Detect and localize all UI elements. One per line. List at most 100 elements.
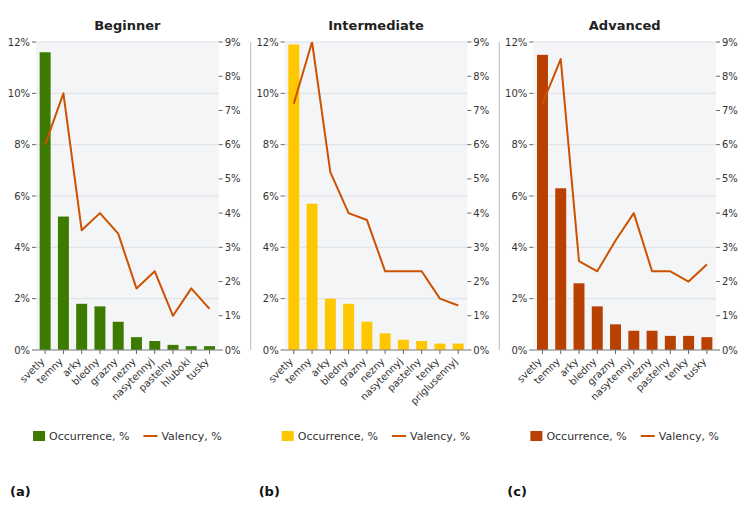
tick-mark — [219, 110, 223, 111]
bar — [58, 217, 69, 350]
tick-label: 6% — [722, 139, 738, 150]
panel-label: (b) — [259, 484, 280, 499]
bar — [592, 306, 603, 350]
tick-label: 10% — [256, 88, 278, 99]
tick-label: 6% — [14, 191, 30, 202]
tick-mark — [32, 350, 36, 351]
tick-mark — [652, 350, 653, 354]
tick-mark — [529, 298, 533, 299]
tick-label: 9% — [225, 37, 241, 48]
legend-label: Occurrence, % — [546, 430, 626, 443]
tick-mark — [403, 350, 404, 354]
grid-line — [533, 93, 716, 94]
tick-mark — [716, 110, 720, 111]
title: Beginner — [94, 18, 161, 33]
separator — [499, 42, 500, 350]
tick-mark — [529, 196, 533, 197]
tick-mark — [281, 144, 285, 145]
chart-root: 0%2%4%6%8%10%12%0%1%2%3%4%5%6%7%8%9%svet… — [0, 0, 746, 509]
bar — [555, 188, 566, 350]
tick-label: 4% — [722, 208, 738, 219]
legend: Occurrence, %Valency, % — [530, 430, 719, 443]
bar — [361, 322, 372, 350]
tick-label: 3% — [722, 242, 738, 253]
legend: Occurrence, %Valency, % — [282, 430, 471, 443]
tick-mark — [385, 350, 386, 354]
bar — [665, 336, 676, 350]
tick-label: 0% — [14, 345, 30, 356]
tick-label: 2% — [511, 293, 527, 304]
tick-mark — [366, 350, 367, 354]
tick-mark — [293, 350, 294, 354]
bar — [94, 306, 105, 350]
plot-background — [36, 42, 219, 350]
bar — [416, 341, 427, 350]
tick-mark — [209, 350, 210, 354]
tick-mark — [439, 350, 440, 354]
tick-label: 4% — [263, 242, 279, 253]
tick-label: 4% — [14, 242, 30, 253]
tick-mark — [219, 42, 223, 43]
legend-swatch — [641, 435, 655, 437]
tick-mark — [467, 110, 471, 111]
tick-mark — [615, 350, 616, 354]
tick-mark — [191, 350, 192, 354]
legend-swatch — [392, 435, 406, 437]
grid-line — [36, 144, 219, 145]
tick-mark — [716, 213, 720, 214]
legend-swatch — [530, 431, 542, 441]
bar — [186, 346, 197, 350]
tick-mark — [281, 42, 285, 43]
bar — [628, 331, 639, 350]
tick-label: 3% — [225, 242, 241, 253]
tick-mark — [281, 93, 285, 94]
tick-mark — [716, 178, 720, 179]
grid-line — [285, 196, 468, 197]
line — [542, 59, 706, 281]
tick-label: 12% — [256, 37, 278, 48]
tick-mark — [81, 350, 82, 354]
panel: 0%2%4%6%8%10%12%0%1%2%3%4%5%6%7%8%9%svet… — [8, 18, 241, 499]
tick-label: 9% — [722, 37, 738, 48]
tick-mark — [529, 144, 533, 145]
panel-label: (a) — [10, 484, 31, 499]
tick-mark — [716, 42, 720, 43]
tick-mark — [467, 350, 471, 351]
tick-mark — [529, 42, 533, 43]
separator — [250, 42, 251, 350]
tick-mark — [281, 298, 285, 299]
bar — [113, 322, 124, 350]
tick-mark — [154, 350, 155, 354]
tick-mark — [688, 350, 689, 354]
tick-mark — [467, 315, 471, 316]
tick-label: 7% — [225, 105, 241, 116]
tick-mark — [670, 350, 671, 354]
tick-label: 6% — [225, 139, 241, 150]
tick-mark — [467, 178, 471, 179]
plot-background — [533, 42, 716, 350]
tick-label: 5% — [722, 173, 738, 184]
tick-label: 8% — [14, 139, 30, 150]
tick-mark — [716, 247, 720, 248]
tick-label: 9% — [473, 37, 489, 48]
tick-label: 10% — [505, 88, 527, 99]
tick-mark — [633, 350, 634, 354]
tick-mark — [529, 93, 533, 94]
tick-mark — [219, 281, 223, 282]
tick-label: 8% — [225, 71, 241, 82]
tick-mark — [579, 350, 580, 354]
tick-mark — [32, 298, 36, 299]
bar — [647, 331, 658, 350]
tick-mark — [716, 315, 720, 316]
bar — [380, 333, 391, 350]
tick-mark — [219, 315, 223, 316]
bar — [683, 336, 694, 350]
tick-mark — [32, 144, 36, 145]
legend-swatch — [33, 431, 45, 441]
tick-label: 7% — [473, 105, 489, 116]
tick-mark — [716, 350, 720, 351]
legend-item: Occurrence, % — [530, 430, 626, 443]
tick-mark — [716, 144, 720, 145]
tick-label: 2% — [722, 276, 738, 287]
line — [45, 93, 209, 315]
